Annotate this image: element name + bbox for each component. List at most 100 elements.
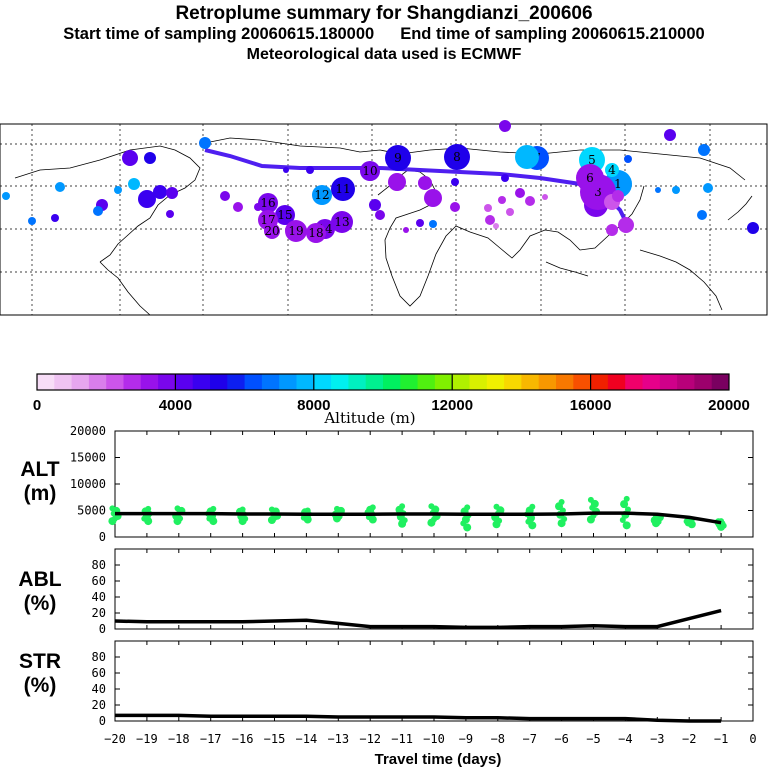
x-tick-label: −14 bbox=[296, 732, 318, 746]
x-tick-label: −20 bbox=[104, 732, 126, 746]
alt-panel-label: ALT bbox=[20, 458, 59, 481]
release-particle bbox=[429, 220, 437, 228]
colorbar-title: Altitude (m) bbox=[323, 409, 415, 427]
alt-panel-unit: (m) bbox=[24, 482, 57, 505]
release-particle bbox=[283, 167, 289, 173]
colorbar-swatch bbox=[37, 374, 55, 390]
colorbar-swatch bbox=[400, 374, 419, 390]
plume-marker-label-15: 15 bbox=[277, 208, 292, 222]
release-particle bbox=[515, 145, 539, 169]
y-tick-label: 60 bbox=[92, 666, 106, 680]
y-tick-label: 80 bbox=[92, 650, 106, 664]
colorbar-swatch bbox=[192, 374, 211, 390]
release-particle bbox=[515, 188, 525, 198]
colorbar-swatch bbox=[590, 374, 609, 390]
y-tick-label: 5000 bbox=[77, 504, 106, 518]
colorbar-swatch bbox=[659, 374, 678, 390]
colorbar-swatch bbox=[694, 374, 713, 390]
release-particle bbox=[93, 206, 103, 216]
altitude-particle bbox=[625, 506, 631, 513]
release-particle bbox=[499, 120, 511, 132]
altitude-particle bbox=[529, 503, 536, 510]
x-tick-label: −8 bbox=[491, 732, 505, 746]
colorbar-swatch bbox=[538, 374, 557, 390]
colorbar-swatch bbox=[486, 374, 505, 390]
altitude-particle bbox=[109, 505, 116, 512]
x-tick-label: −11 bbox=[391, 732, 413, 746]
colorbar-swatch bbox=[711, 374, 730, 390]
colorbar-swatch bbox=[642, 374, 661, 390]
release-particle bbox=[747, 222, 759, 234]
release-particle bbox=[51, 214, 59, 222]
release-particle bbox=[199, 137, 211, 149]
colorbar-swatch bbox=[279, 374, 297, 390]
altitude-particle bbox=[620, 500, 629, 509]
release-particle bbox=[418, 176, 432, 190]
colorbar-tick-label: 4000 bbox=[159, 397, 192, 414]
colorbar-swatch bbox=[521, 374, 540, 390]
plume-marker-13 bbox=[331, 211, 353, 233]
release-particle bbox=[166, 210, 174, 218]
release-particle bbox=[424, 189, 442, 207]
plume-marker-19 bbox=[285, 220, 307, 242]
release-particle bbox=[306, 166, 314, 174]
colorbar-swatch bbox=[88, 374, 107, 390]
x-tick-label: −17 bbox=[200, 732, 222, 746]
colorbar-swatch bbox=[452, 374, 470, 390]
colorbar-swatch bbox=[348, 374, 367, 390]
plume-marker-label-1: 1 bbox=[614, 177, 622, 191]
x-tick-label: −1 bbox=[714, 732, 728, 746]
altitude-particle bbox=[174, 505, 181, 512]
release-particle bbox=[55, 182, 65, 192]
release-particle bbox=[612, 190, 624, 202]
release-particle bbox=[138, 190, 156, 208]
colorbar-swatch bbox=[383, 374, 401, 390]
colorbar-swatch bbox=[296, 374, 315, 390]
release-particle bbox=[493, 223, 499, 229]
retroplume-map: 1234567891011121314151617181920 bbox=[0, 120, 768, 316]
release-particle bbox=[703, 183, 713, 193]
release-particle bbox=[451, 178, 459, 186]
plume-marker-label-6: 6 bbox=[586, 171, 594, 185]
release-particle bbox=[375, 210, 385, 220]
plume-marker-6 bbox=[576, 164, 604, 192]
release-particle bbox=[655, 187, 661, 193]
plume-marker-label-3: 3 bbox=[594, 185, 602, 199]
sampling-times: Start time of sampling 20060615.180000 En… bbox=[0, 25, 768, 44]
colorbar-swatch bbox=[158, 374, 176, 390]
altitude-particle bbox=[493, 503, 500, 510]
colorbar-swatch bbox=[331, 374, 349, 390]
altitude-particle bbox=[268, 506, 275, 513]
colorbar-swatch bbox=[54, 374, 73, 390]
release-particle bbox=[403, 227, 409, 233]
altitude-particle bbox=[369, 504, 376, 511]
plume-marker-label-8: 8 bbox=[453, 150, 461, 164]
alt-series-line bbox=[115, 511, 722, 525]
release-particle bbox=[144, 152, 156, 164]
plume-marker-label-11: 11 bbox=[335, 182, 350, 196]
str-panel-label: STR bbox=[19, 650, 61, 673]
colorbar-tick-label: 8000 bbox=[297, 397, 330, 414]
y-tick-label: 0 bbox=[99, 622, 106, 636]
y-tick-label: 0 bbox=[99, 530, 106, 544]
abl-panel-label: ABL bbox=[18, 568, 61, 591]
plume-marker-label-18: 18 bbox=[308, 226, 323, 240]
colorbar-swatch bbox=[210, 374, 228, 390]
plume-marker-label-16: 16 bbox=[260, 196, 275, 210]
colorbar-swatch bbox=[106, 374, 124, 390]
str-plot-frame bbox=[114, 640, 754, 722]
altitude-particle bbox=[428, 503, 435, 510]
x-tick-label: −12 bbox=[359, 732, 381, 746]
colorbar-tick-label: 20000 bbox=[708, 397, 750, 414]
colorbar-frame bbox=[36, 373, 730, 391]
plume-marker-18 bbox=[306, 223, 326, 243]
y-tick-label: 40 bbox=[92, 682, 106, 696]
x-tick-label: −10 bbox=[423, 732, 445, 746]
x-tick-label: −4 bbox=[618, 732, 632, 746]
y-tick-label: 40 bbox=[92, 590, 106, 604]
time-series-panels: 20000 15000 10000 5000 0 80 60 40 20 0 80 60 40 20 0 −2… bbox=[70, 424, 757, 746]
colorbar-swatch bbox=[677, 374, 695, 390]
plume-marker-12 bbox=[312, 185, 332, 205]
release-particle bbox=[698, 144, 710, 156]
